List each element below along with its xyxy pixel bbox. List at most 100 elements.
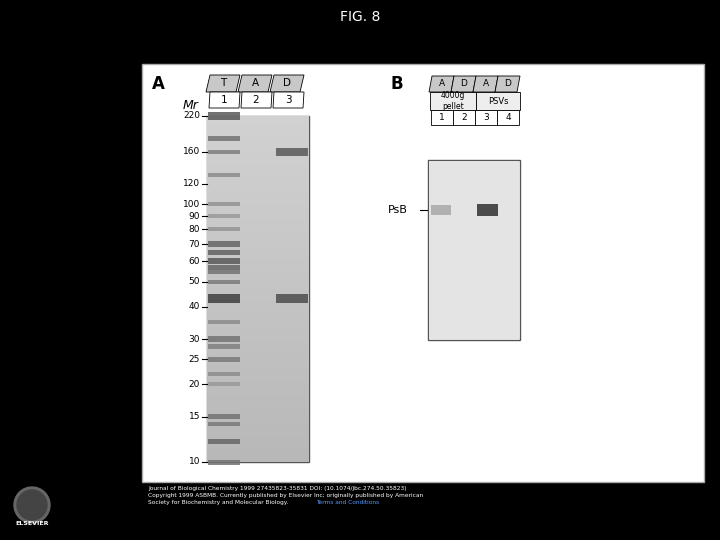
Bar	[276, 147, 308, 156]
Bar	[207, 300, 309, 301]
Bar	[207, 245, 309, 246]
Text: 1: 1	[221, 95, 228, 105]
Bar	[207, 255, 309, 256]
Bar	[207, 252, 309, 253]
Bar	[207, 164, 309, 165]
Bar	[208, 173, 240, 177]
Bar	[207, 328, 309, 329]
Bar	[207, 223, 309, 224]
Bar	[207, 183, 309, 184]
Bar	[207, 396, 309, 397]
Bar	[207, 317, 309, 318]
Bar	[207, 175, 309, 176]
Bar	[207, 453, 309, 454]
Bar	[207, 411, 309, 412]
Bar	[207, 387, 309, 388]
Bar	[207, 280, 309, 281]
Bar	[207, 400, 309, 401]
Bar	[207, 128, 309, 129]
Bar	[207, 440, 309, 441]
Text: 90: 90	[189, 212, 200, 220]
Bar	[207, 412, 309, 413]
Bar	[207, 291, 309, 292]
Bar	[207, 209, 309, 210]
Bar	[207, 241, 309, 242]
Bar	[207, 153, 309, 154]
Bar	[475, 110, 497, 125]
Polygon shape	[429, 76, 454, 92]
Bar	[207, 218, 309, 219]
Bar	[207, 254, 309, 255]
Bar	[207, 391, 309, 392]
Bar	[208, 259, 240, 265]
Bar	[207, 211, 309, 212]
Bar	[207, 459, 309, 460]
Bar	[207, 372, 309, 373]
Text: Terms and Conditions: Terms and Conditions	[316, 500, 379, 505]
Text: Journal of Biological Chemistry 1999 27435823-35831 DOI: (10.1074/jbc.274.50.358: Journal of Biological Chemistry 1999 274…	[148, 486, 407, 491]
Bar	[207, 199, 309, 200]
Bar	[207, 238, 309, 239]
Bar	[207, 399, 309, 400]
Bar	[207, 385, 309, 386]
Text: 100: 100	[183, 200, 200, 209]
Bar	[207, 302, 309, 303]
Bar	[207, 401, 309, 402]
Bar	[207, 326, 309, 327]
Bar	[207, 365, 309, 366]
Text: 40: 40	[189, 302, 200, 312]
Bar	[207, 431, 309, 432]
Bar	[207, 179, 309, 180]
Bar	[207, 195, 309, 196]
Bar	[207, 337, 309, 338]
Bar	[207, 371, 309, 372]
Bar	[207, 142, 309, 143]
Bar	[207, 127, 309, 128]
Bar	[208, 241, 240, 247]
Bar	[207, 192, 309, 193]
Bar	[207, 320, 309, 321]
Bar	[207, 266, 309, 267]
Text: 3: 3	[284, 95, 292, 105]
Bar	[207, 305, 309, 306]
Bar	[207, 176, 309, 177]
Bar	[142, 64, 704, 482]
Bar	[207, 318, 309, 319]
Bar	[207, 349, 309, 350]
Bar	[207, 281, 309, 282]
Bar	[207, 214, 309, 215]
Bar	[207, 312, 309, 313]
Bar	[207, 198, 309, 199]
Bar	[207, 445, 309, 446]
Bar	[207, 133, 309, 134]
Bar	[207, 169, 309, 170]
Bar	[207, 227, 309, 228]
Bar	[207, 284, 309, 285]
Bar	[207, 146, 309, 147]
Bar	[207, 253, 309, 254]
Bar	[207, 418, 309, 419]
Bar	[207, 250, 309, 251]
Bar	[207, 413, 309, 414]
Bar	[207, 379, 309, 380]
Bar	[207, 236, 309, 237]
Bar	[207, 216, 309, 217]
Bar	[207, 375, 309, 376]
Bar	[207, 200, 309, 201]
Bar	[207, 240, 309, 241]
Bar	[207, 285, 309, 286]
Text: FIG. 8: FIG. 8	[340, 10, 380, 24]
Bar	[207, 368, 309, 369]
Bar	[207, 197, 309, 198]
Bar	[207, 361, 309, 362]
Bar	[207, 392, 309, 393]
Bar	[207, 456, 309, 457]
Bar	[208, 320, 240, 324]
Polygon shape	[270, 75, 304, 92]
Bar	[208, 372, 240, 376]
Polygon shape	[473, 76, 498, 92]
Bar	[207, 217, 309, 218]
Bar	[207, 452, 309, 453]
Text: D: D	[283, 78, 291, 89]
Bar	[207, 460, 309, 461]
